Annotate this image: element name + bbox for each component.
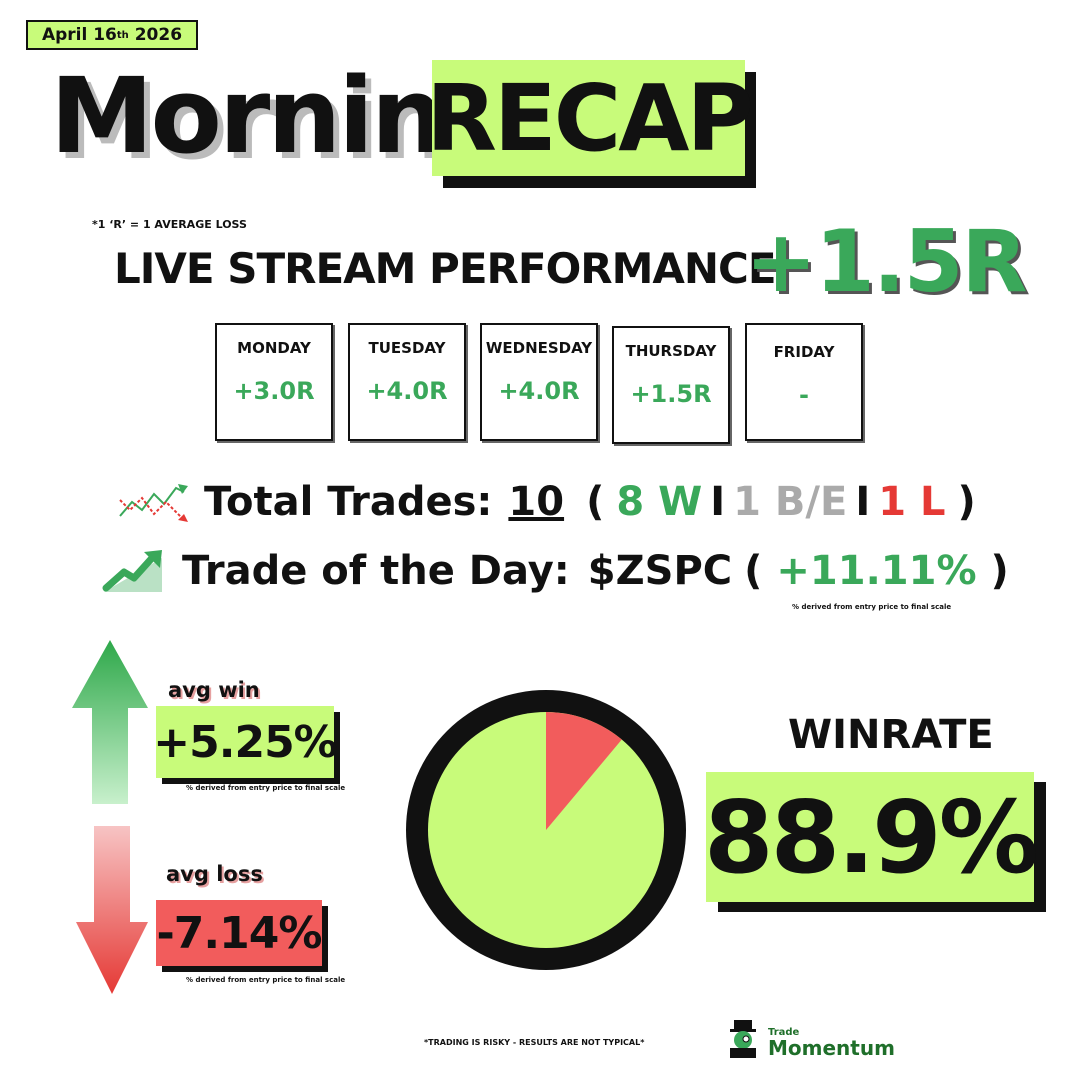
mascot-icon (730, 1020, 756, 1058)
separator: I (855, 479, 871, 525)
brand-text: Trade Momentum (768, 1027, 895, 1060)
avg-win-label: avg win (168, 678, 260, 702)
day-card-friday: FRIDAY - (745, 323, 863, 441)
total-trades-label: Total Trades: (204, 479, 493, 525)
day-value: +1.5R (630, 380, 712, 408)
winrate-label: WINRATE (788, 712, 994, 758)
title-recap: RECAP (426, 60, 754, 176)
avg-win-value: +5.25% (153, 706, 338, 778)
brand-top: Trade (768, 1027, 800, 1038)
trade-of-day-label: Trade of the Day: (182, 548, 570, 594)
date-main: April 16 (41, 25, 117, 45)
growth-arrow-icon (102, 550, 162, 592)
total-trades-row: Total Trades: 10 ( 8 W I 1 B/E I 1 L ) (118, 474, 976, 530)
close-paren: ) (990, 548, 1009, 594)
totd-note: % derived from entry price to final scal… (792, 603, 952, 611)
day-card-monday: MONDAY +3.0R (215, 323, 333, 441)
day-card-wednesday: WEDNESDAY +4.0R (480, 323, 598, 441)
total-trades-count: 10 (508, 479, 565, 525)
day-name: WEDNESDAY (485, 339, 593, 357)
day-name: MONDAY (237, 339, 311, 357)
open-paren: ( (744, 548, 763, 594)
trend-chart-icon (119, 484, 188, 522)
day-value: +4.0R (498, 377, 580, 405)
day-name: FRIDAY (773, 343, 835, 361)
trade-of-day-percent: +11.11% (776, 548, 977, 594)
wins-count: 8 W (616, 479, 703, 525)
pie-slice-loss (546, 712, 622, 830)
avg-loss-value: -7.14% (156, 900, 322, 966)
day-value: +3.0R (233, 377, 315, 405)
losses-count: 1 L (878, 479, 946, 525)
performance-value: +1.5R (745, 212, 1028, 312)
ticker: $ZSPC (587, 548, 733, 594)
winrate-value: 88.9% (704, 772, 1039, 902)
separator: I (710, 479, 726, 525)
day-value: - (799, 381, 809, 409)
avg-loss-label: avg loss (166, 862, 263, 886)
day-name: THURSDAY (625, 342, 717, 360)
brand-bottom: Momentum (768, 1036, 895, 1060)
close-paren: ) (957, 479, 976, 525)
risk-disclaimer: *TRADING IS RISKY - RESULTS ARE NOT TYPI… (424, 1038, 645, 1047)
r-footnote: *1 ‘R’ = 1 AVERAGE LOSS (92, 218, 247, 231)
performance-label: LIVE STREAM PERFORMANCE: (114, 244, 792, 293)
date-year: 2026 (134, 25, 183, 45)
day-card-thursday: THURSDAY +1.5R (612, 326, 730, 444)
up-arrow-icon (72, 640, 148, 804)
open-paren: ( (586, 479, 605, 525)
brand-logo: Trade Momentum (724, 1018, 895, 1058)
day-value: +4.0R (366, 377, 448, 405)
trade-of-day-row: Trade of the Day: $ZSPC ( +11.11% ) (102, 543, 1009, 599)
down-arrow-icon (76, 826, 148, 994)
avg-win-note: % derived from entry price to final scal… (186, 784, 346, 792)
winrate-pie (406, 690, 686, 970)
date-suffix: th (116, 29, 129, 41)
day-card-tuesday: TUESDAY +4.0R (348, 323, 466, 441)
breakeven-count: 1 B/E (733, 479, 848, 525)
avg-loss-note: % derived from entry price to final scal… (186, 976, 346, 984)
day-name: TUESDAY (368, 339, 446, 357)
